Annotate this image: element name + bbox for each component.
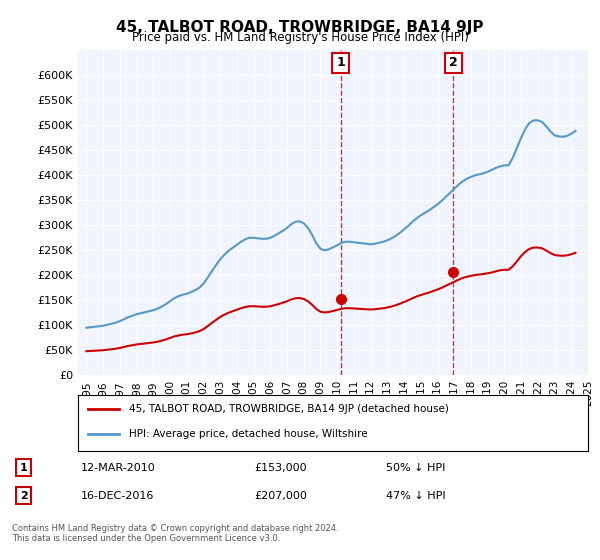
Text: 2: 2 bbox=[449, 57, 458, 69]
Text: HPI: Average price, detached house, Wiltshire: HPI: Average price, detached house, Wilt… bbox=[129, 429, 368, 439]
Text: 45, TALBOT ROAD, TROWBRIDGE, BA14 9JP (detached house): 45, TALBOT ROAD, TROWBRIDGE, BA14 9JP (d… bbox=[129, 404, 449, 414]
Text: Contains HM Land Registry data © Crown copyright and database right 2024.
This d: Contains HM Land Registry data © Crown c… bbox=[12, 524, 338, 543]
Text: 12-MAR-2010: 12-MAR-2010 bbox=[81, 463, 156, 473]
Text: £207,000: £207,000 bbox=[254, 491, 307, 501]
Text: 50% ↓ HPI: 50% ↓ HPI bbox=[386, 463, 446, 473]
Text: 16-DEC-2016: 16-DEC-2016 bbox=[81, 491, 154, 501]
Text: 45, TALBOT ROAD, TROWBRIDGE, BA14 9JP: 45, TALBOT ROAD, TROWBRIDGE, BA14 9JP bbox=[116, 20, 484, 35]
Text: 47% ↓ HPI: 47% ↓ HPI bbox=[386, 491, 446, 501]
Text: 1: 1 bbox=[20, 463, 28, 473]
Text: 1: 1 bbox=[336, 57, 345, 69]
Text: 2: 2 bbox=[20, 491, 28, 501]
Text: £153,000: £153,000 bbox=[254, 463, 307, 473]
Text: Price paid vs. HM Land Registry's House Price Index (HPI): Price paid vs. HM Land Registry's House … bbox=[131, 31, 469, 44]
